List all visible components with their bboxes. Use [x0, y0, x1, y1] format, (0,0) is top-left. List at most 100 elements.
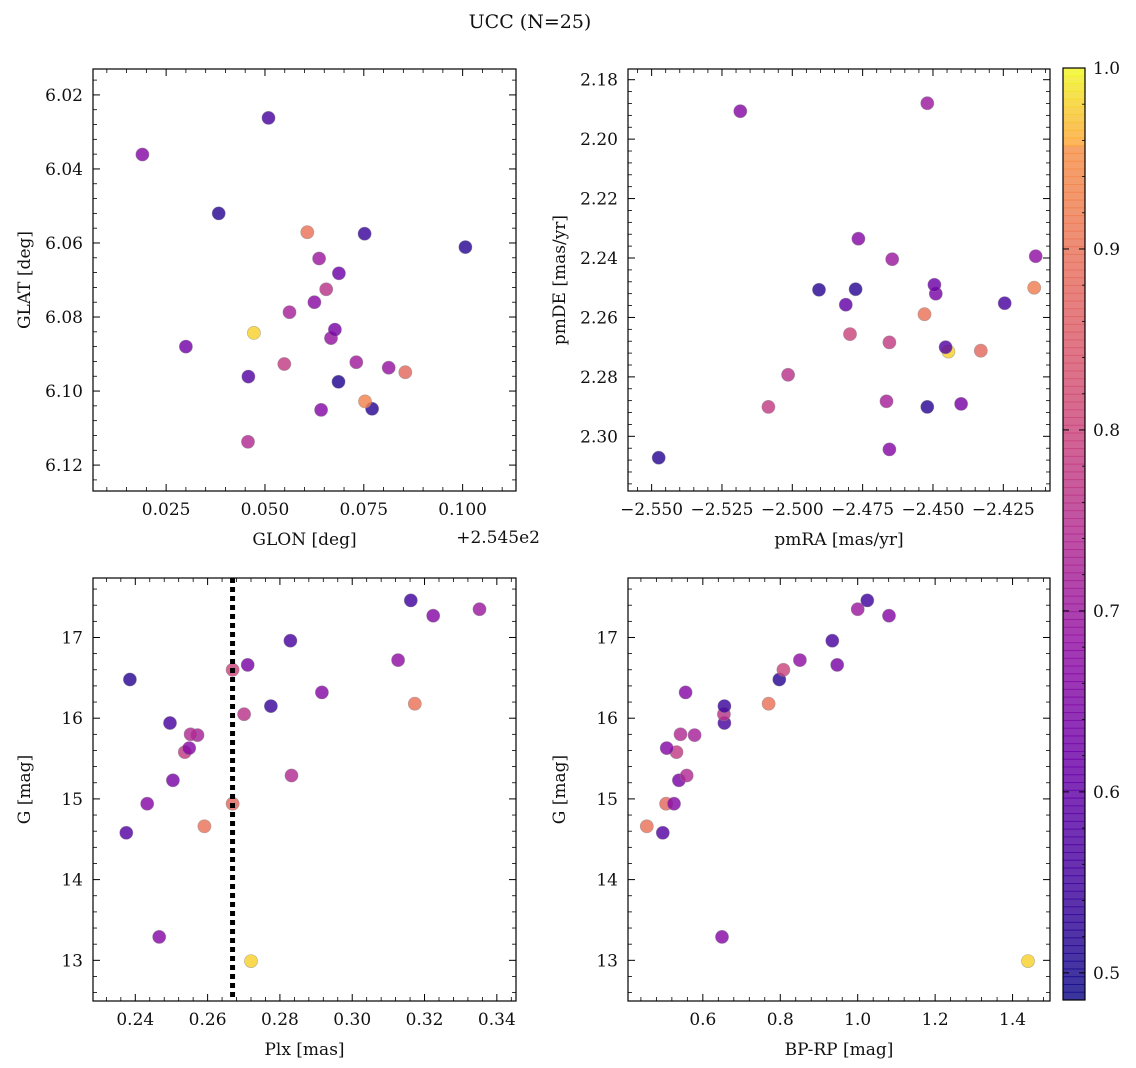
y-tick-label: 6.08: [45, 308, 83, 328]
colorbar-segment: [1063, 75, 1085, 85]
colorbar-segment: [1063, 292, 1085, 302]
colorbar-segment: [1063, 735, 1085, 745]
x-tick-label: 0.050: [241, 500, 290, 520]
scatter-point: [472, 602, 487, 617]
axes-frame: [627, 68, 1051, 492]
scatter-point: [812, 282, 826, 297]
colorbar-segment: [1063, 727, 1085, 737]
x-tick-label: 0.6: [689, 1010, 716, 1030]
colorbar-segment: [1063, 533, 1085, 543]
colorbar-segment: [1063, 836, 1085, 846]
colorbar-segment: [1063, 409, 1085, 418]
x-tick-label: 1.0: [844, 1010, 871, 1030]
panel-pmra-pmde: −2.550 −2.525 −2.500 −2.475 −2.450 −2.425 2.18…: [550, 68, 1051, 550]
x-axis-label: BP-RP [mag]: [785, 1040, 894, 1060]
colorbar-segment: [1063, 145, 1085, 154]
y-tick-label: 16: [596, 709, 618, 729]
colorbar-segment: [1063, 634, 1085, 644]
scatter-point: [843, 327, 857, 341]
colorbar-segment: [1063, 945, 1085, 954]
x-tick-label: −2.425: [972, 500, 1035, 520]
colorbar-segment: [1063, 898, 1085, 908]
scatter-point: [277, 357, 292, 371]
y-tick-label: 14: [61, 871, 83, 891]
colorbar-segment: [1063, 277, 1085, 286]
colorbar-segment: [1063, 230, 1085, 240]
x-tick-label: 1.2: [922, 1010, 949, 1030]
axes-frame: [92, 68, 517, 492]
scatter-point: [211, 206, 226, 221]
colorbar-segment: [1063, 696, 1085, 706]
colorbar-segment: [1063, 378, 1085, 387]
colorbar-tick-label: 0.7: [1093, 602, 1120, 622]
colorbar-segment: [1063, 432, 1085, 442]
scatter-point: [850, 602, 865, 617]
colorbar-tick-label: 0.5: [1093, 964, 1120, 984]
scatter-point: [659, 741, 674, 755]
colorbar-segment: [1063, 805, 1085, 815]
scatter-point: [879, 394, 894, 409]
scatter-point: [312, 251, 326, 266]
colorbar-segment: [1063, 114, 1085, 123]
scatter-point: [165, 773, 180, 788]
colorbar-segment: [1063, 129, 1085, 139]
colorbar-segment: [1063, 347, 1085, 356]
scatter-point: [403, 593, 418, 608]
colorbar-segment: [1063, 549, 1085, 558]
y-tick-label: 6.06: [45, 234, 83, 254]
panel-glon-glat: 0.025 0.050 0.075 0.100 6.02 6.04 6.06 6.08 6.10…: [15, 68, 540, 550]
scatter-point: [1028, 249, 1043, 264]
colorbar-segment: [1063, 828, 1085, 838]
colorbar-segment: [1063, 976, 1085, 985]
scatter-point: [781, 367, 795, 382]
y-axis-label: GLAT [deg]: [15, 231, 35, 329]
colorbar-segment: [1063, 875, 1085, 884]
scatter-points: [651, 96, 1043, 465]
colorbar-segment: [1063, 308, 1085, 318]
scatter-points: [119, 593, 487, 968]
scatter-point: [885, 252, 900, 267]
scatter-point: [349, 355, 364, 370]
scatter-point: [920, 96, 935, 111]
colorbar-segment: [1063, 67, 1085, 77]
colorbar-segment: [1063, 665, 1085, 675]
y-tick-label: 6.12: [45, 456, 83, 476]
colorbar-segment: [1063, 890, 1085, 900]
x-tick-label: 1.4: [999, 1010, 1026, 1030]
colorbar-frame: [1062, 67, 1086, 1001]
colorbar-segment: [1063, 191, 1085, 201]
scatter-point: [182, 741, 197, 755]
scatter-point: [851, 231, 866, 246]
scatter-point: [327, 322, 342, 337]
colorbar-segment: [1063, 564, 1085, 574]
colorbar-segment: [1063, 152, 1085, 162]
colorbar-segment: [1063, 463, 1085, 473]
colorbar-segment: [1063, 906, 1085, 916]
x-tick-label: −2.450: [902, 500, 965, 520]
y-tick-label: 2.28: [580, 368, 618, 388]
y-tick-label: 14: [596, 871, 618, 891]
colorbar-segment: [1063, 510, 1085, 519]
y-tick-label: 16: [61, 709, 83, 729]
colorbar-segment: [1063, 618, 1085, 628]
colorbar-segment: [1063, 184, 1085, 193]
colorbar-segment: [1063, 160, 1085, 170]
scatter-point: [1027, 280, 1042, 295]
scatter-point: [152, 930, 167, 944]
scatter-point: [241, 369, 256, 384]
colorbar-segment: [1063, 370, 1085, 380]
x-tick-label: 0.100: [438, 500, 487, 520]
colorbar-segment: [1063, 316, 1085, 325]
scatter-point: [920, 399, 935, 414]
colorbar-segment: [1063, 207, 1085, 217]
scatter-point: [997, 296, 1012, 311]
colorbar-segment: [1063, 750, 1085, 760]
scatter-point: [314, 402, 328, 417]
colorbar-segment: [1063, 867, 1085, 877]
colorbar-segment: [1063, 502, 1085, 512]
scatter-point: [917, 307, 932, 322]
colorbar-segment: [1063, 517, 1085, 527]
scatter-point: [135, 147, 150, 162]
x-axis-label: pmRA [mas/yr]: [774, 530, 903, 550]
scatter-point: [882, 608, 896, 623]
